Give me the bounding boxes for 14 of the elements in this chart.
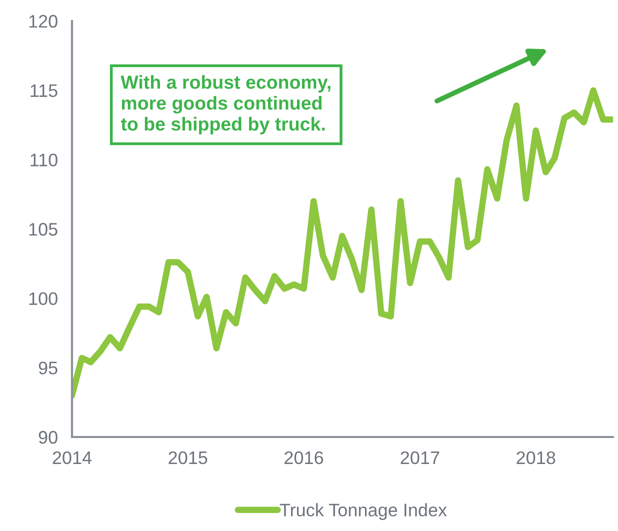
y-tick-label: 90 xyxy=(38,430,58,444)
y-tick-label: 120 xyxy=(29,14,58,28)
annotation: With a robust economy, more goods continued to be shipped by truck. xyxy=(120,75,330,134)
legend-label: Truck Tonnage Index xyxy=(280,503,447,520)
x-tick-label: 2018 xyxy=(516,451,556,464)
y-tick-label: 105 xyxy=(29,222,58,236)
x-tick-label: 2016 xyxy=(284,451,324,464)
x-tick-label: 2017 xyxy=(400,451,440,464)
x-tick-label: 2015 xyxy=(168,451,208,464)
y-tick-label: 100 xyxy=(29,292,58,306)
y-tick-label: 115 xyxy=(30,84,58,98)
y-tick-label: 110 xyxy=(30,154,58,166)
y-tick-label: 95 xyxy=(38,362,58,374)
x-tick-label: 2014 xyxy=(52,451,92,464)
